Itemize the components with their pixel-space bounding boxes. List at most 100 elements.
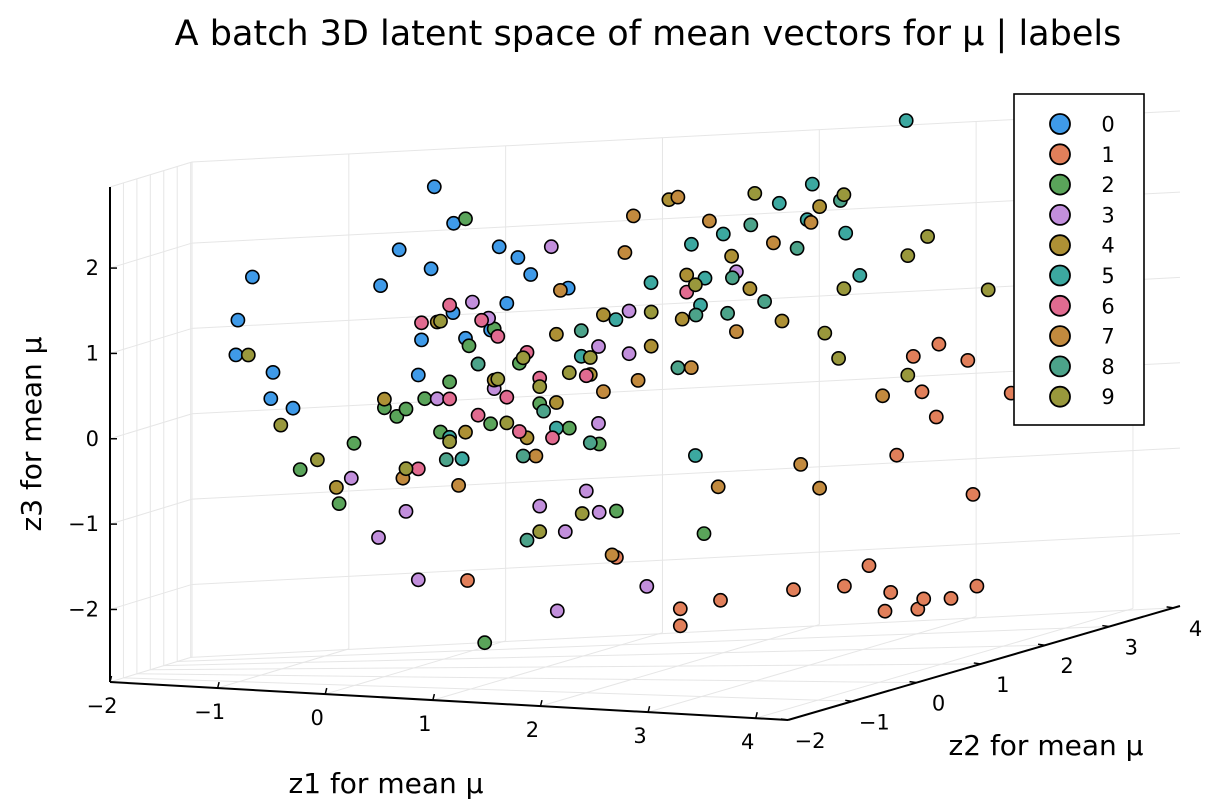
data-point-label-9 (688, 277, 703, 293)
legend-marker-2 (1049, 173, 1071, 196)
data-point-label-1 (877, 603, 893, 619)
data-point-label-5 (898, 113, 914, 128)
data-point-label-0 (523, 267, 539, 282)
legend-marker-1 (1049, 143, 1071, 166)
data-point-label-4 (724, 248, 739, 264)
legend-label-9: 9 (1101, 385, 1114, 409)
data-point-label-9 (836, 187, 852, 203)
data-point-label-8 (720, 305, 735, 321)
gridline-z-side (109, 327, 193, 354)
y-tick-label: 3 (1125, 636, 1138, 660)
data-point-label-3 (398, 503, 414, 519)
data-point-label-8 (670, 360, 686, 376)
gridline-z-side (109, 242, 193, 269)
chart-title: A batch 3D latent space of mean vectors … (175, 14, 1122, 54)
data-point-label-0 (510, 250, 526, 265)
data-point-label-7 (710, 479, 726, 495)
data-point-label-1 (861, 558, 877, 573)
data-point-label-8 (573, 323, 589, 339)
legend-marker-6 (1049, 294, 1071, 317)
data-point-label-3 (639, 579, 655, 594)
x-tick-label: 0 (311, 706, 324, 730)
data-point-label-2 (442, 374, 457, 390)
data-point-label-3 (410, 572, 426, 588)
x-tick-label: −2 (87, 694, 118, 718)
data-point-label-0 (410, 367, 426, 383)
data-point-label-7 (793, 456, 809, 472)
data-point-label-2 (609, 503, 624, 519)
data-point-label-7 (670, 189, 686, 205)
data-point-label-9 (398, 461, 414, 477)
data-point-label-1 (786, 582, 801, 598)
data-point-label-0 (228, 347, 244, 363)
y-tick-mark (1037, 643, 1046, 646)
y-tick-mark (1166, 606, 1174, 609)
legend-marker-3 (1049, 203, 1071, 226)
y-tick-label: 0 (932, 692, 945, 716)
data-point-label-1 (965, 486, 981, 502)
data-point-label-6 (442, 297, 457, 313)
data-point-label-9 (980, 282, 996, 298)
data-point-label-4 (596, 307, 611, 323)
data-point-label-8 (515, 448, 531, 464)
data-point-label-8 (743, 217, 759, 233)
gridline-y-floor (177, 626, 1110, 663)
x-tick-mark (754, 712, 758, 719)
legend-marker-0 (1049, 113, 1071, 135)
gridline-y-floor (150, 663, 981, 671)
data-point-label-3 (549, 603, 565, 619)
data-point-label-9 (900, 367, 916, 383)
z-tick-label: −1 (68, 512, 99, 536)
data-point-label-2 (292, 462, 308, 477)
data-point-label-8 (582, 435, 598, 451)
gridline-z-side (109, 498, 193, 525)
data-point-label-1 (928, 409, 944, 425)
data-point-label-1 (960, 352, 976, 368)
data-point-label-3 (578, 483, 594, 499)
x-tick-mark (647, 705, 651, 713)
data-point-label-1 (916, 591, 932, 607)
gridline-y-floor (136, 673, 917, 684)
data-point-label-9 (273, 417, 289, 433)
x-axis-title: z1 for mean μ (289, 767, 484, 800)
data-point-label-2 (458, 211, 473, 227)
legend-label-6: 6 (1101, 294, 1114, 318)
data-point-label-9 (817, 325, 833, 341)
data-point-label-7 (604, 547, 620, 563)
data-point-label-3 (591, 415, 606, 431)
data-point-label-3 (532, 498, 548, 514)
frame-edge-side (109, 161, 193, 188)
data-point-label-9 (240, 347, 256, 363)
data-point-label-2 (477, 635, 493, 651)
y-tick-mark (845, 699, 853, 703)
y-tick-label: 2 (1060, 654, 1073, 678)
data-point-label-8 (789, 240, 805, 256)
x-tick-mark (324, 687, 328, 695)
data-point-label-5 (838, 225, 854, 241)
data-point-label-7 (766, 235, 781, 251)
data-point-label-5 (608, 312, 624, 327)
data-point-label-3 (371, 530, 386, 545)
data-point-label-9 (433, 313, 448, 329)
data-point-label-4 (812, 199, 827, 214)
y-tick-mark (1102, 624, 1110, 628)
data-point-label-7 (553, 282, 568, 298)
legend-label-8: 8 (1101, 355, 1114, 379)
data-point-label-9 (643, 304, 659, 320)
data-point-label-2 (461, 338, 477, 354)
data-point-label-0 (265, 364, 281, 380)
data-point-label-4 (458, 424, 473, 440)
data-point-label-8 (725, 270, 740, 286)
data-point-label-4 (328, 479, 344, 495)
data-points (228, 113, 1069, 651)
data-point-label-6 (442, 391, 457, 407)
data-point-label-9 (309, 452, 325, 468)
legend-label-4: 4 (1101, 234, 1114, 258)
data-point-label-0 (499, 295, 515, 311)
legend-label-7: 7 (1101, 325, 1114, 349)
legend-box (1013, 93, 1145, 426)
data-point-label-6 (545, 430, 560, 446)
data-point-label-1 (460, 573, 475, 588)
data-point-label-7 (702, 213, 717, 229)
data-point-label-4 (376, 391, 392, 407)
